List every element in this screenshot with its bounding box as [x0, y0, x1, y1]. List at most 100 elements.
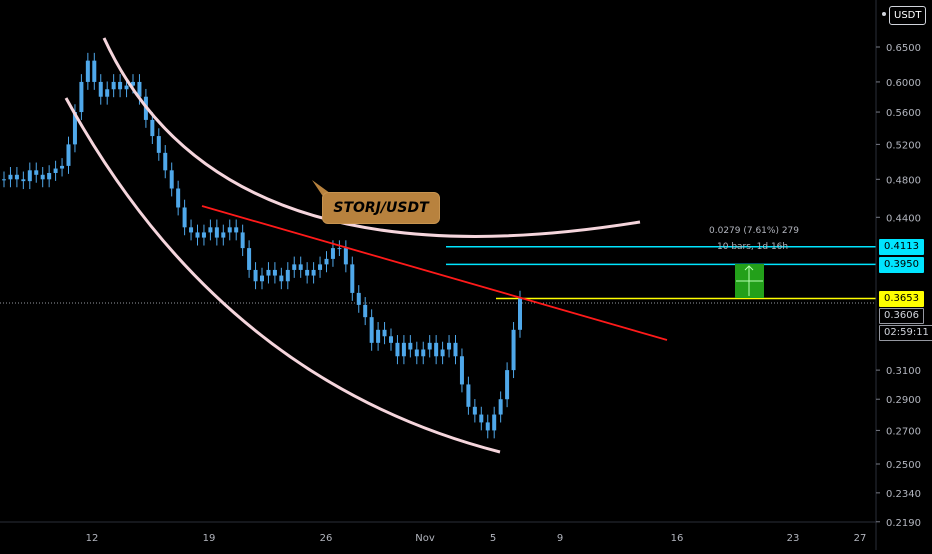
x-tick-label: 23: [787, 533, 800, 544]
y-tick-label: 0.2700: [886, 426, 921, 437]
candle-body: [466, 384, 471, 407]
candle-body: [156, 136, 161, 153]
candle-body: [105, 89, 110, 97]
y-axis: 0.6500 0.6000 0.5600 0.5200 0.4800 0.4400 0.31…: [875, 0, 921, 550]
y-tick-label: 0.4800: [886, 175, 921, 186]
candle-body: [389, 336, 393, 343]
candle-body: [189, 227, 194, 233]
candle-body: [111, 81, 116, 90]
candle-body: [356, 292, 361, 305]
candle-body: [85, 60, 90, 82]
candle-body: [150, 119, 155, 137]
y-tick-label: 0.5200: [886, 140, 921, 151]
y-tick-label: 0.6000: [886, 78, 921, 89]
candle-body: [498, 399, 503, 415]
candle-body: [201, 232, 206, 238]
x-tick-label: 19: [203, 533, 216, 544]
candle-body: [414, 349, 419, 357]
x-axis: 12 19 26 Nov 5 9 16 23 27: [0, 521, 876, 544]
candle-body: [395, 342, 400, 357]
candle-body: [376, 329, 381, 343]
horizontal-levels: [0, 245, 876, 304]
x-tick-label: 9: [557, 533, 563, 544]
symbol-callout[interactable]: STORJ/USDT: [322, 192, 440, 224]
y-tick-label: 0.2900: [886, 395, 921, 406]
candle-body: [459, 356, 464, 385]
candle-body: [382, 329, 387, 337]
x-tick-label: 26: [320, 533, 333, 544]
y-tick-label: 0.2190: [886, 518, 921, 529]
trendline: [201, 205, 668, 341]
candle-body: [2, 179, 6, 181]
candle-body: [124, 85, 129, 90]
candle-body: [485, 422, 490, 431]
candle-body: [285, 269, 290, 282]
candle-body: [330, 248, 335, 259]
candle-body: [472, 406, 477, 415]
candle-body: [350, 264, 355, 293]
y-tick-label: 0.4400: [886, 213, 921, 224]
x-tick-label: 27: [854, 533, 867, 544]
candle-body: [221, 232, 226, 238]
candle-body: [447, 342, 452, 350]
candle-body: [66, 144, 71, 166]
candle-body: [214, 227, 219, 238]
price-tag: 02:59:11: [879, 325, 932, 341]
candle-body: [479, 414, 484, 423]
candle-body: [98, 81, 103, 97]
candle-body: [337, 248, 342, 250]
price-tag: 0.3950: [879, 257, 924, 273]
y-tick-label: 0.2340: [886, 489, 921, 500]
candle-body: [195, 232, 200, 238]
candle-body: [440, 349, 445, 357]
candle-body: [279, 275, 284, 282]
candle-body: [363, 304, 368, 318]
candle-body: [60, 165, 65, 169]
measure-line-1: 0.0279 (7.61%) 279: [709, 226, 800, 236]
candle-body: [434, 342, 439, 357]
settings-dot-icon[interactable]: [882, 12, 886, 16]
candle-body: [40, 174, 45, 180]
candle-body: [369, 317, 374, 343]
candle-body: [176, 188, 181, 208]
candle-body: [8, 174, 13, 180]
candle-body: [234, 227, 239, 233]
candle-body: [163, 152, 168, 171]
x-tick-label: Nov: [415, 533, 435, 544]
candle-body: [240, 232, 245, 249]
candle-body: [169, 170, 174, 189]
quote-unit-badge[interactable]: USDT: [889, 6, 927, 25]
candle-body: [21, 179, 26, 182]
y-tick-label: 0.3100: [886, 366, 921, 377]
candle-body: [253, 269, 258, 282]
candle-body: [292, 264, 297, 270]
price-tag: 0.4113: [879, 239, 924, 255]
upper-arc: [102, 37, 641, 238]
candle-body: [511, 329, 516, 371]
candle-body: [47, 172, 52, 180]
candle-body: [324, 258, 329, 265]
candle-body: [182, 207, 187, 228]
candle-body: [27, 170, 32, 182]
candle-body: [79, 81, 84, 113]
measure-arrowhead: [744, 265, 754, 271]
candles: [2, 52, 522, 439]
price-tag: 0.3606: [879, 308, 924, 324]
measure-line-2: 10 bars, 1d 16h: [717, 242, 789, 252]
price-tag: 0.3653: [879, 291, 924, 307]
x-tick-label: 12: [86, 533, 99, 544]
candle-body: [260, 275, 264, 282]
lower-arc: [64, 97, 501, 454]
candle-body: [311, 269, 316, 276]
candle-body: [408, 342, 413, 350]
y-tick-label: 0.6500: [886, 43, 921, 54]
candle-body: [53, 168, 58, 173]
y-tick-label: 0.2500: [886, 460, 921, 471]
candle-body: [131, 81, 135, 86]
candle-body: [492, 414, 497, 431]
candle-body: [453, 342, 458, 357]
candle-body: [401, 342, 406, 357]
candle-body: [272, 269, 277, 276]
